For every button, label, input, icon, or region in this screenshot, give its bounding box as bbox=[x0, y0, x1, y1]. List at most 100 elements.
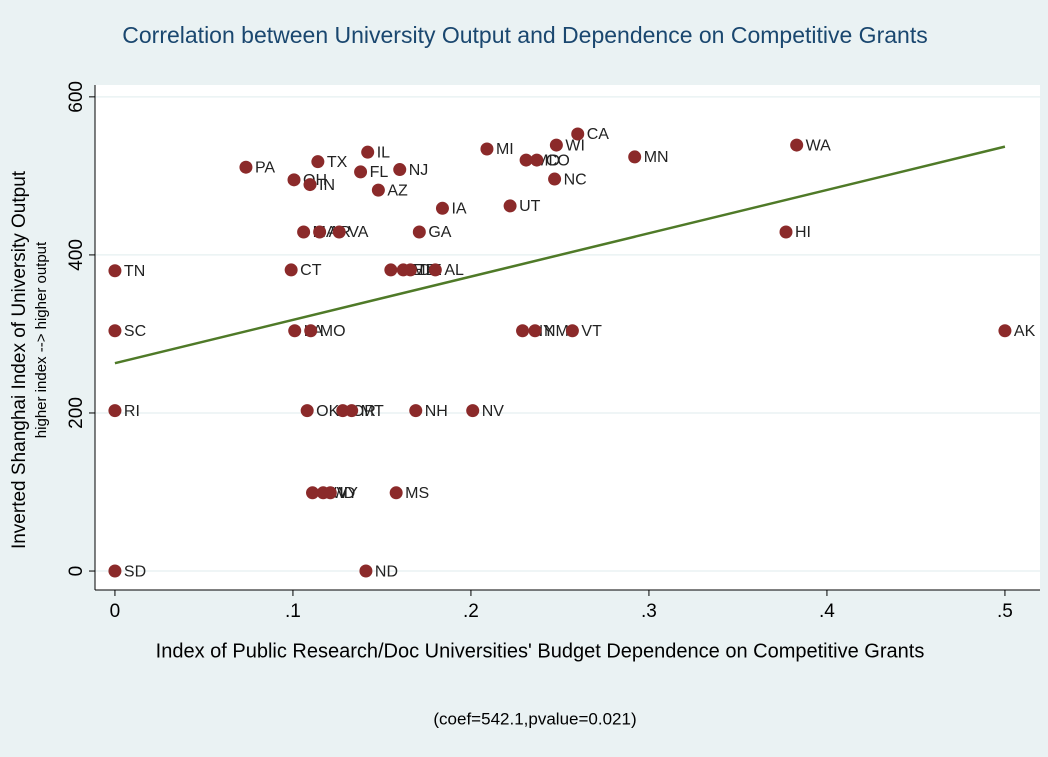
x-tick-label: .2 bbox=[463, 601, 479, 622]
point bbox=[297, 225, 311, 239]
point bbox=[313, 225, 327, 239]
point-label: MS bbox=[405, 485, 429, 502]
point-label: NH bbox=[425, 403, 448, 420]
point-label: MN bbox=[644, 149, 669, 166]
point bbox=[519, 153, 533, 167]
point bbox=[108, 324, 122, 338]
point-label: CA bbox=[587, 126, 610, 143]
point bbox=[571, 127, 585, 141]
point bbox=[336, 404, 350, 418]
point bbox=[108, 564, 122, 578]
point-label: CO bbox=[546, 152, 570, 169]
x-tick-label: .4 bbox=[819, 601, 835, 622]
y-tick-label: 200 bbox=[66, 397, 87, 429]
point bbox=[516, 324, 530, 338]
point-label: NC bbox=[564, 171, 587, 188]
y-axis-subtitle: higher index --> higher output bbox=[33, 241, 50, 438]
point-label: FL bbox=[370, 164, 389, 181]
point-label: OK bbox=[316, 403, 339, 420]
point bbox=[345, 404, 359, 418]
point-label: OR bbox=[352, 403, 376, 420]
point bbox=[466, 404, 480, 418]
point bbox=[384, 263, 398, 277]
x-tick-label: .5 bbox=[997, 601, 1013, 622]
point-label: SC bbox=[124, 323, 146, 340]
point-label: NJ bbox=[409, 162, 429, 179]
x-tick-label: .3 bbox=[641, 601, 657, 622]
point-label: ND bbox=[375, 563, 398, 580]
point bbox=[435, 201, 449, 215]
point-label: WY bbox=[332, 485, 358, 502]
point-label: SD bbox=[124, 563, 146, 580]
point bbox=[284, 263, 298, 277]
point bbox=[393, 163, 407, 177]
point bbox=[354, 165, 368, 179]
point bbox=[287, 173, 301, 187]
point bbox=[303, 178, 317, 192]
point-label: TX bbox=[327, 154, 348, 171]
point-label: NV bbox=[482, 403, 505, 420]
x-axis-title: Index of Public Research/Doc Universitie… bbox=[156, 640, 925, 662]
point bbox=[998, 324, 1012, 338]
x-tick-label: 0 bbox=[110, 601, 121, 622]
point bbox=[549, 138, 563, 152]
point bbox=[288, 324, 302, 338]
point bbox=[332, 225, 346, 239]
point bbox=[528, 324, 542, 338]
fit-line bbox=[114, 145, 1006, 365]
point-label: NM bbox=[544, 323, 569, 340]
point-label: AK bbox=[1014, 323, 1036, 340]
point bbox=[480, 142, 494, 156]
point-label: RI bbox=[124, 403, 140, 420]
point bbox=[565, 324, 579, 338]
plot-area bbox=[95, 85, 1040, 590]
point bbox=[361, 145, 375, 159]
point-label: IL bbox=[377, 144, 390, 161]
point bbox=[530, 153, 544, 167]
point-label: AL bbox=[444, 262, 464, 279]
point-label: IN bbox=[319, 177, 335, 194]
y-tick-label: 400 bbox=[66, 239, 87, 271]
point bbox=[108, 404, 122, 418]
point-label: WA bbox=[806, 137, 832, 154]
point-label: MT bbox=[361, 403, 384, 420]
point bbox=[428, 263, 442, 277]
point bbox=[311, 155, 325, 169]
point bbox=[359, 564, 373, 578]
point bbox=[790, 138, 804, 152]
point bbox=[409, 404, 423, 418]
point-label: VA bbox=[348, 224, 368, 241]
y-tick-label: 0 bbox=[66, 566, 87, 577]
point bbox=[779, 225, 793, 239]
point-label: WI bbox=[565, 137, 585, 154]
point-label: TN bbox=[124, 263, 145, 280]
point bbox=[503, 199, 517, 213]
point bbox=[403, 263, 417, 277]
y-tick-label: 600 bbox=[66, 81, 87, 113]
point-label: MI bbox=[496, 141, 514, 158]
point-label: MO bbox=[320, 323, 346, 340]
point-label: HI bbox=[795, 224, 811, 241]
point-label: IA bbox=[451, 201, 466, 218]
point bbox=[389, 486, 403, 500]
point-label: CT bbox=[300, 262, 322, 279]
chart-title: Correlation between University Output an… bbox=[122, 22, 927, 48]
y-axis-title: Inverted Shanghai Index of University Ou… bbox=[9, 170, 30, 549]
point bbox=[239, 160, 253, 174]
point-label: UT bbox=[519, 198, 541, 215]
point bbox=[323, 486, 337, 500]
point-label: AZ bbox=[387, 182, 408, 199]
x-tick-label: .1 bbox=[285, 601, 301, 622]
point-label: GA bbox=[428, 224, 451, 241]
point bbox=[306, 486, 320, 500]
note: (coef=542.1,pvalue=0.021) bbox=[433, 709, 636, 728]
point bbox=[108, 264, 122, 278]
point bbox=[412, 225, 426, 239]
point bbox=[628, 150, 642, 164]
point bbox=[371, 183, 385, 197]
point bbox=[300, 404, 314, 418]
point-label: VT bbox=[581, 323, 602, 340]
point bbox=[304, 324, 318, 338]
